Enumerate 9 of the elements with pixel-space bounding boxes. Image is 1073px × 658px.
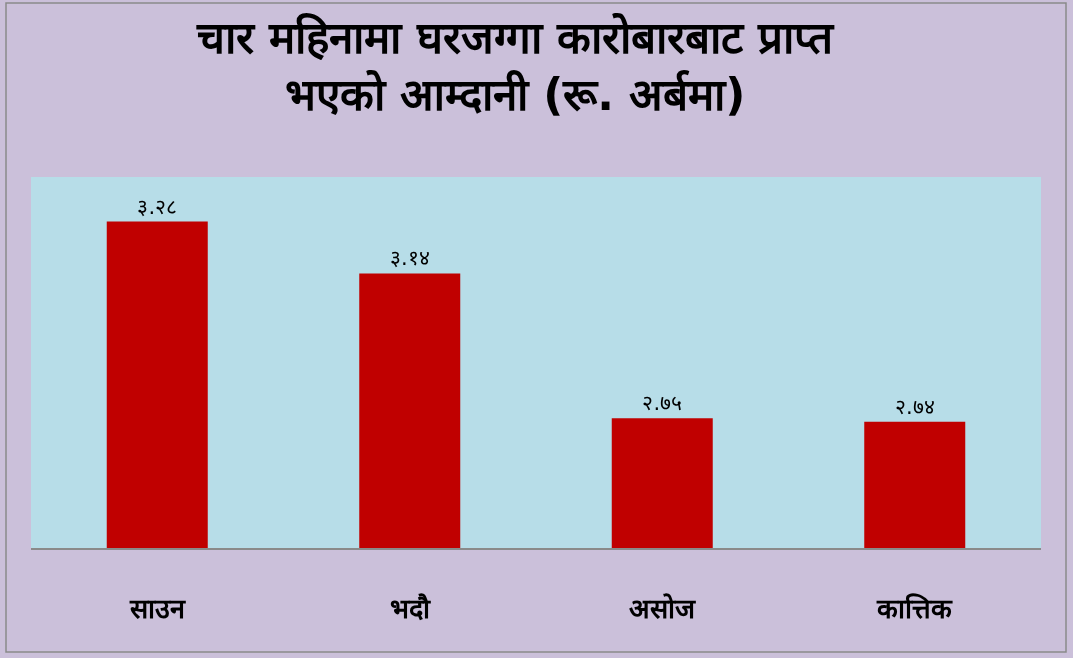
data-label: २.७४ — [894, 394, 935, 419]
data-label: ३.१४ — [389, 246, 430, 271]
data-label: २.७५ — [642, 391, 683, 416]
chart-title: चार महिनामा घरजग्गा कारोबारबाट प्राप्त भएको आम्दानी (रू. अर्बमा) — [195, 11, 836, 120]
x-tick-label: भदौ — [389, 593, 431, 625]
x-tick-label: साउन — [128, 593, 186, 625]
x-tick-label: कात्तिक — [876, 593, 954, 625]
x-tick-label: असोज — [629, 593, 697, 625]
data-label: ३.२८ — [137, 194, 178, 219]
